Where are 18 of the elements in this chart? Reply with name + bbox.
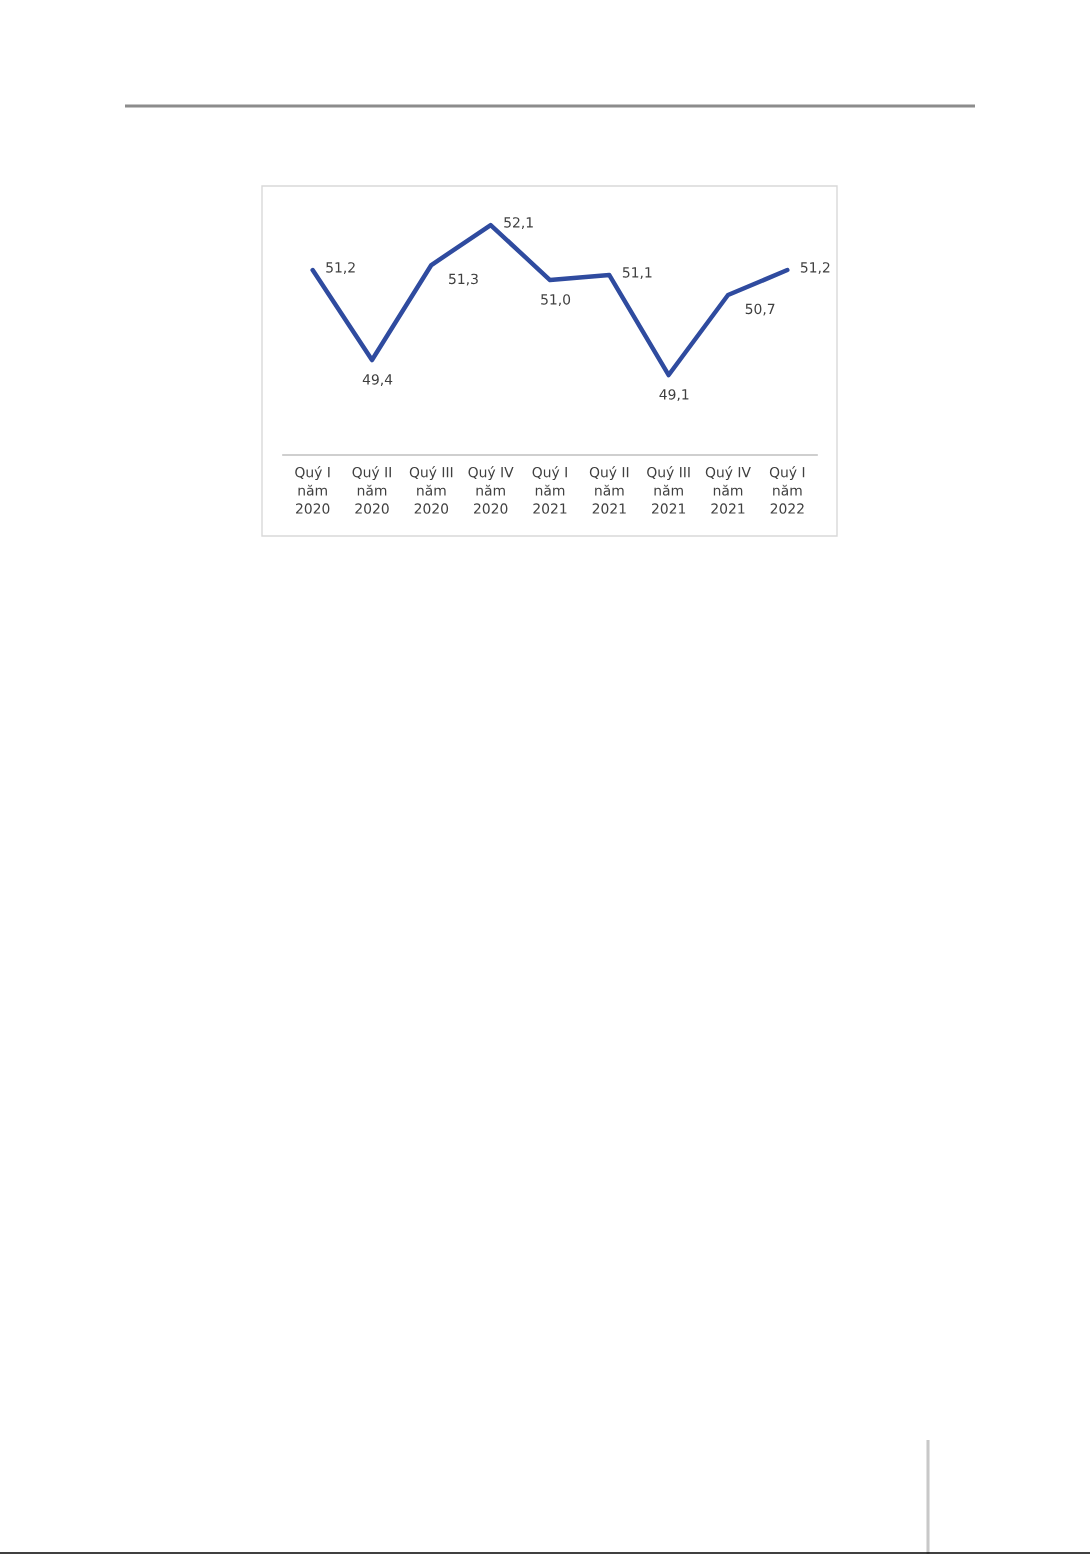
data-label: 51,0 [541,294,571,307]
data-label: 49,4 [362,374,393,387]
x-tick-label: Quý IV năm 2020 [468,466,514,514]
x-tick-label: Quý IV năm 2021 [705,466,751,514]
data-label: 51,2 [326,262,355,275]
x-tick-label: Quý I năm 2021 [532,466,567,514]
x-tick-label: Quý I năm 2020 [295,466,330,514]
data-label: 49,1 [659,389,689,402]
x-tick-label: Quý II năm 2021 [589,466,629,514]
data-label: 51,2 [800,262,830,275]
data-label: 50,7 [745,303,775,316]
data-label: 52,1 [504,217,533,230]
data-label: 51,1 [622,267,652,280]
x-tick-label: Quý II năm 2020 [352,466,391,514]
data-label: 51,3 [449,273,478,286]
x-tick-label: Quý III năm 2020 [409,466,453,514]
x-tick-label: Quý III năm 2021 [647,466,690,514]
x-tick-label: Quý I năm 2022 [769,466,805,514]
